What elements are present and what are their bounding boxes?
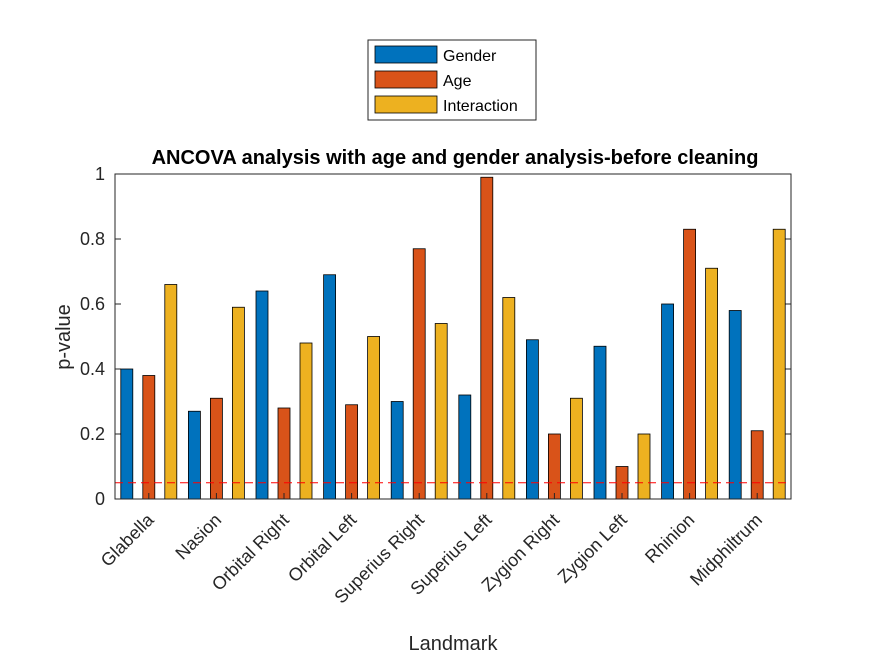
bar-interaction-orbital-right xyxy=(299,342,313,500)
bar-gender-orbital-left xyxy=(323,274,337,500)
bar-gender-glabella xyxy=(120,368,134,500)
x-tick-label: Midphiltrum xyxy=(686,510,766,590)
legend: Gender Age Interaction xyxy=(367,39,537,121)
bar-gender-superius-left xyxy=(458,394,472,500)
bar-interaction-zygion-right xyxy=(570,397,583,500)
x-tick-label: Rhinion xyxy=(641,510,698,567)
legend-label-age: Age xyxy=(443,73,472,90)
y-axis-ticks: 0 0.2 0.4 0.6 0.8 1 xyxy=(80,164,791,509)
bar-gender-zygion-left xyxy=(593,345,607,500)
bar-age-rhinion xyxy=(683,228,696,500)
bar-interaction-superius-left xyxy=(502,297,516,500)
legend-label-gender: Gender xyxy=(443,48,497,65)
bar-gender-orbital-right xyxy=(255,290,269,500)
y-axis-label: p-value xyxy=(53,304,75,370)
bar-interaction-midphiltrum xyxy=(772,228,786,500)
bar-age-midphiltrum xyxy=(750,430,764,500)
chart-title: ANCOVA analysis with age and gender anal… xyxy=(152,147,759,169)
bar-gender-nasion xyxy=(187,410,201,500)
y-tick-label: 0.2 xyxy=(80,424,105,444)
bar-gender-zygion-right xyxy=(526,339,539,500)
bar-interaction-rhinion xyxy=(705,267,718,500)
bar-gender-midphiltrum xyxy=(728,310,742,500)
x-tick-label: Zygion Left xyxy=(554,510,631,587)
bar-interaction-glabella xyxy=(164,284,178,500)
bar-gender-superius-right xyxy=(390,401,404,500)
legend-swatch-age xyxy=(374,70,438,89)
bar-interaction-orbital-left xyxy=(367,336,381,500)
bar-gender-rhinion xyxy=(661,303,674,500)
bar-age-nasion xyxy=(209,397,223,500)
legend-label-interaction: Interaction xyxy=(443,98,518,115)
x-axis-label: Landmark xyxy=(409,633,499,655)
y-tick-label: 1 xyxy=(95,164,105,184)
legend-swatch-gender xyxy=(374,45,438,64)
x-tick-label: Nasion xyxy=(171,510,225,564)
y-tick-label: 0 xyxy=(95,489,105,509)
y-tick-label: 0.8 xyxy=(80,229,105,249)
y-tick-label: 0.6 xyxy=(80,294,105,314)
bar-interaction-zygion-left xyxy=(637,433,651,500)
bar-interaction-superius-right xyxy=(434,323,448,500)
y-tick-label: 0.4 xyxy=(80,359,105,379)
plot-frame xyxy=(114,173,792,500)
bar-age-superius-left xyxy=(480,176,494,500)
legend-swatch-interaction xyxy=(374,95,438,114)
plot-area xyxy=(115,174,791,499)
bar-age-orbital-left xyxy=(345,404,359,500)
bars xyxy=(120,176,786,500)
bar-age-superius-right xyxy=(412,248,426,500)
bar-age-glabella xyxy=(142,375,156,500)
bar-interaction-nasion xyxy=(231,306,245,500)
x-tick-label: Glabella xyxy=(97,509,159,571)
bar-age-zygion-right xyxy=(548,433,561,500)
bar-age-orbital-right xyxy=(277,407,291,500)
